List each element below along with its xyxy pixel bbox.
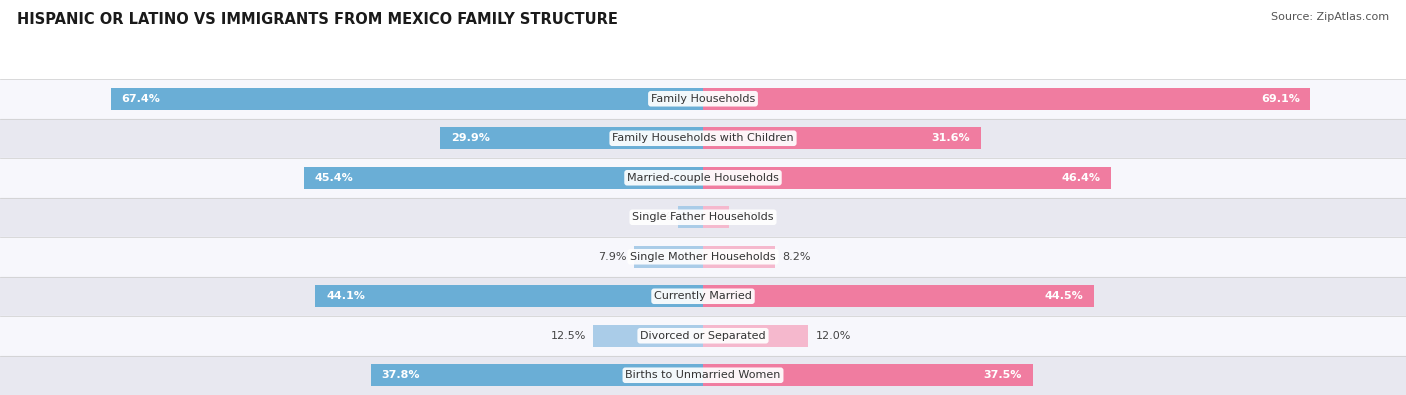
- Bar: [0, 356, 1406, 395]
- Text: Single Mother Households: Single Mother Households: [630, 252, 776, 262]
- Text: Births to Unmarried Women: Births to Unmarried Women: [626, 370, 780, 380]
- Bar: [703, 285, 1094, 307]
- Text: 2.8%: 2.8%: [643, 212, 672, 222]
- Bar: [111, 88, 703, 109]
- Bar: [304, 167, 703, 188]
- Bar: [0, 276, 1406, 316]
- Text: Divorced or Separated: Divorced or Separated: [640, 331, 766, 341]
- Bar: [703, 127, 981, 149]
- Bar: [703, 325, 808, 347]
- Bar: [371, 364, 703, 386]
- Text: 12.5%: 12.5%: [551, 331, 586, 341]
- Text: 37.8%: 37.8%: [381, 370, 420, 380]
- Text: Source: ZipAtlas.com: Source: ZipAtlas.com: [1271, 12, 1389, 22]
- Bar: [634, 246, 703, 268]
- Text: 7.9%: 7.9%: [598, 252, 627, 262]
- Bar: [703, 167, 1111, 188]
- Text: Family Households: Family Households: [651, 94, 755, 104]
- Text: Currently Married: Currently Married: [654, 291, 752, 301]
- Text: 3.0%: 3.0%: [737, 212, 765, 222]
- Bar: [0, 316, 1406, 356]
- Text: 45.4%: 45.4%: [315, 173, 353, 183]
- Text: 69.1%: 69.1%: [1261, 94, 1299, 104]
- Text: 29.9%: 29.9%: [451, 133, 489, 143]
- Bar: [703, 206, 730, 228]
- Bar: [440, 127, 703, 149]
- Bar: [0, 198, 1406, 237]
- Bar: [0, 118, 1406, 158]
- Text: HISPANIC OR LATINO VS IMMIGRANTS FROM MEXICO FAMILY STRUCTURE: HISPANIC OR LATINO VS IMMIGRANTS FROM ME…: [17, 12, 617, 27]
- Bar: [0, 79, 1406, 118]
- Text: 31.6%: 31.6%: [932, 133, 970, 143]
- Text: 44.5%: 44.5%: [1045, 291, 1084, 301]
- Bar: [315, 285, 703, 307]
- Text: Married-couple Households: Married-couple Households: [627, 173, 779, 183]
- Text: Family Households with Children: Family Households with Children: [612, 133, 794, 143]
- Text: 44.1%: 44.1%: [326, 291, 366, 301]
- Bar: [678, 206, 703, 228]
- Text: 46.4%: 46.4%: [1062, 173, 1099, 183]
- Bar: [0, 158, 1406, 198]
- Bar: [703, 88, 1310, 109]
- Text: 12.0%: 12.0%: [815, 331, 851, 341]
- Text: 37.5%: 37.5%: [984, 370, 1022, 380]
- Bar: [0, 237, 1406, 276]
- Text: Single Father Households: Single Father Households: [633, 212, 773, 222]
- Text: 67.4%: 67.4%: [121, 94, 160, 104]
- Bar: [703, 246, 775, 268]
- Bar: [593, 325, 703, 347]
- Bar: [703, 364, 1032, 386]
- Text: 8.2%: 8.2%: [782, 252, 811, 262]
